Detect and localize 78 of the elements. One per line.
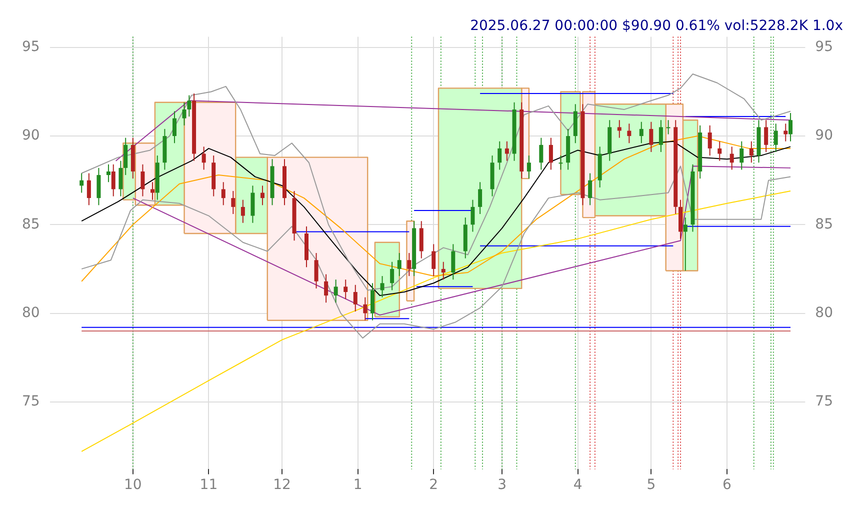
y-tick-label: 75	[22, 394, 40, 410]
candlestick	[380, 276, 384, 298]
candlestick	[478, 182, 482, 215]
candlestick	[419, 220, 424, 259]
y2-tick-label: 85	[815, 216, 834, 232]
candlestick	[627, 123, 632, 144]
candlestick	[390, 261, 394, 291]
candlestick	[548, 137, 553, 170]
x-tick-label: 2	[429, 477, 438, 494]
y2-tick-label: 75	[815, 394, 834, 410]
candlestick	[344, 279, 348, 300]
candlestick	[106, 164, 110, 183]
candlestick	[96, 167, 101, 206]
candlestick	[140, 164, 145, 197]
candlestick	[708, 124, 712, 156]
candlestick	[80, 172, 84, 194]
candlestick	[324, 274, 328, 304]
candlestick	[397, 252, 402, 277]
y-tick-label: 95	[22, 39, 40, 56]
x-tick-label: 4	[573, 477, 582, 494]
candlestick	[683, 217, 688, 272]
candlestick	[749, 140, 754, 164]
candlestick	[784, 123, 788, 142]
x-tick-label: 12	[273, 477, 291, 494]
x-tick-label: 11	[200, 477, 218, 494]
x-tick-label: 1	[353, 477, 362, 494]
candlestick	[187, 94, 192, 118]
x-tick-label: 5	[646, 477, 656, 494]
candlestick	[118, 160, 123, 197]
candlestick	[353, 284, 358, 312]
candlestick	[504, 140, 509, 162]
x-tick-label: 6	[722, 477, 732, 494]
candlestick	[470, 199, 475, 232]
candlestick	[558, 155, 563, 170]
candlestick	[639, 121, 644, 144]
candlestick	[774, 123, 778, 152]
y-tick-label: 90	[22, 128, 40, 144]
candlestick	[441, 261, 446, 280]
candlestick	[407, 252, 412, 277]
candlestick	[432, 244, 436, 277]
candlestick	[740, 140, 744, 170]
candlestick	[172, 110, 176, 144]
candlestick	[250, 185, 255, 224]
x-tick-label: 3	[498, 477, 507, 494]
candlestick	[451, 244, 456, 280]
candlestick	[334, 279, 338, 304]
candlestick	[124, 137, 128, 176]
candlestick	[363, 296, 368, 321]
y-tick-label: 85	[22, 216, 40, 232]
y2-tick-label: 80	[815, 304, 834, 321]
candlestick	[718, 140, 722, 162]
candlestick	[86, 172, 91, 206]
candlestick	[260, 185, 264, 206]
candlestick	[202, 146, 206, 170]
candlestick	[221, 182, 226, 206]
candlestick	[182, 102, 186, 126]
candlestick	[764, 120, 768, 152]
candlestick	[231, 190, 236, 215]
candlestick	[370, 282, 374, 321]
chart-title: 2025.06.27 00:00:00 $90.90 0.61% vol:5228.2K 1.0x	[470, 18, 843, 34]
candlestick	[526, 155, 531, 180]
candlestick	[240, 199, 245, 224]
y2-tick-label: 90	[815, 128, 834, 144]
candlestick	[150, 182, 154, 200]
candlestick	[730, 146, 734, 170]
x-tick-label: 10	[124, 477, 142, 494]
y2-tick-label: 95	[815, 39, 834, 56]
candlestick	[617, 120, 622, 138]
candlestick	[788, 112, 793, 142]
y-tick-label: 80	[22, 304, 40, 321]
candlestick	[588, 172, 592, 206]
candlestick	[498, 140, 502, 170]
candlestick	[666, 120, 670, 135]
candlestick	[539, 137, 544, 170]
candlestick	[111, 164, 116, 197]
candlestick	[658, 120, 663, 152]
candlestick	[649, 121, 654, 152]
candlestick	[314, 252, 318, 289]
